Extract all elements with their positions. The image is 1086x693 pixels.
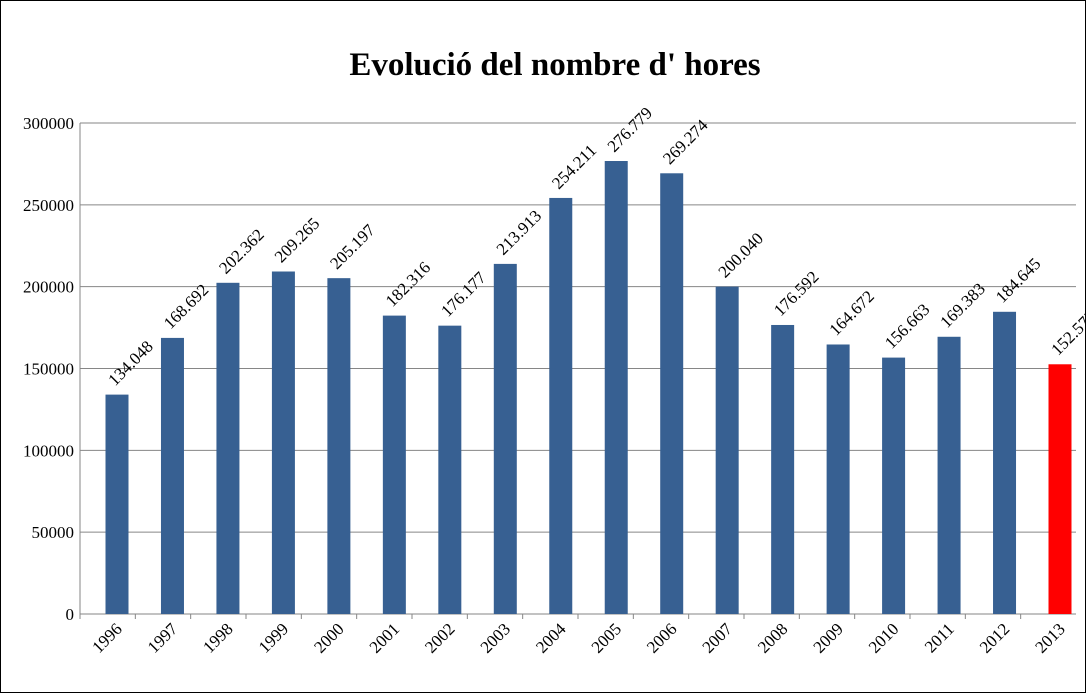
- bar: [438, 325, 462, 614]
- y-tick-label: 150000: [23, 360, 74, 379]
- bar: [937, 336, 961, 614]
- bar: [715, 286, 739, 614]
- bar: [549, 197, 573, 614]
- bar: [382, 315, 406, 614]
- y-tick-label: 300000: [23, 114, 74, 133]
- bar: [771, 324, 795, 614]
- bar: [160, 337, 184, 614]
- bar: [493, 263, 517, 614]
- y-tick-label: 50000: [32, 523, 75, 542]
- y-tick-label: 250000: [23, 196, 74, 215]
- bar: [271, 271, 295, 614]
- bar: [604, 161, 628, 614]
- y-tick-label: 100000: [23, 441, 74, 460]
- bar: [105, 394, 129, 614]
- bar: [993, 311, 1017, 614]
- bar: [660, 173, 684, 615]
- y-tick-label: 200000: [23, 278, 74, 297]
- chart-title: Evolució del nombre d' hores: [349, 47, 760, 83]
- bar: [216, 282, 240, 614]
- y-tick-label: 0: [66, 605, 75, 624]
- bar: [327, 278, 351, 614]
- bar: [1048, 364, 1072, 614]
- bar: [882, 357, 906, 614]
- bar: [826, 344, 850, 614]
